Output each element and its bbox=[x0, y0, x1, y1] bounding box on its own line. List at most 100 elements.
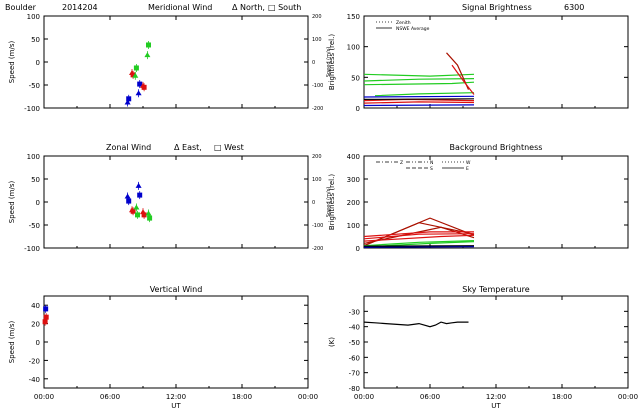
y-tick-label: -20 bbox=[29, 357, 40, 365]
y-right-tick-label: 0 bbox=[312, 200, 315, 206]
x-tick-label: 00:00 bbox=[354, 393, 374, 401]
y-tick-label: -50 bbox=[349, 339, 360, 347]
y-tick-label: 50 bbox=[351, 74, 360, 82]
legend-label: W bbox=[466, 160, 471, 166]
legend-label: Z bbox=[400, 160, 403, 166]
x-tick-label: 00:00 bbox=[298, 393, 318, 401]
legend-label: Zenith bbox=[396, 20, 411, 26]
series-line bbox=[363, 234, 475, 242]
x-tick-label: 18:00 bbox=[232, 393, 252, 401]
y-right-tick-label: -200 bbox=[312, 106, 323, 112]
y-tick-label: 100 bbox=[347, 222, 360, 230]
legend-label: E bbox=[466, 166, 469, 172]
series-line bbox=[363, 231, 474, 238]
y-tick-label: -80 bbox=[349, 385, 360, 393]
series-line bbox=[363, 104, 475, 107]
y-axis-label: (K) bbox=[328, 337, 336, 347]
y-tick-label: -50 bbox=[29, 222, 40, 230]
series-line bbox=[363, 81, 475, 86]
y-tick-label: -40 bbox=[29, 376, 40, 384]
y-tick-label: 0 bbox=[356, 245, 360, 253]
series-line bbox=[363, 233, 475, 240]
y-tick-label: 0 bbox=[36, 59, 40, 67]
legend-north: Δ North, bbox=[232, 3, 265, 12]
series-line bbox=[363, 246, 475, 248]
y-tick-label: 300 bbox=[347, 176, 360, 184]
y-tick-label: -100 bbox=[24, 245, 40, 253]
x-tick-label: 06:00 bbox=[100, 393, 120, 401]
date-label: 2014204 bbox=[62, 3, 98, 12]
y-tick-label: -70 bbox=[349, 370, 360, 378]
y-tick-label: 200 bbox=[347, 199, 360, 207]
y-tick-label: 100 bbox=[27, 153, 40, 161]
emission-line-label: 6300 bbox=[564, 3, 584, 12]
series-line bbox=[363, 240, 475, 247]
panel-skytemp: -30 -40 -50 -60 -70 -80 (K) 00:00 06:00 12:00 18:0… bbox=[328, 285, 638, 410]
y-axis-label: Brightness (rel.) bbox=[328, 174, 336, 230]
chart-title: Signal Brightness bbox=[462, 3, 532, 12]
y-tick-label: 0 bbox=[356, 105, 360, 113]
y-tick-label: 40 bbox=[31, 302, 40, 310]
y-right-axis-label: Speed (m/s) bbox=[326, 47, 332, 77]
y-tick-label: -60 bbox=[349, 354, 360, 362]
panel-vertical: 40 20 0 -20 -40 Speed (m/s) 00:00 06:00 12:00 18:… bbox=[8, 285, 318, 410]
chart-title: Zonal Wind bbox=[106, 143, 151, 152]
y-right-tick-label: 100 bbox=[312, 177, 322, 183]
legend-south: □ South bbox=[268, 3, 301, 12]
series-line bbox=[363, 101, 475, 104]
y-tick-label: 100 bbox=[347, 44, 360, 52]
legend-west: □ West bbox=[214, 143, 244, 152]
y-tick-label: -100 bbox=[24, 105, 40, 113]
legend-label: S bbox=[430, 166, 433, 172]
series-line bbox=[363, 321, 469, 328]
y-tick-label: -50 bbox=[29, 82, 40, 90]
series-line bbox=[374, 92, 475, 97]
x-tick-label: 00:00 bbox=[34, 393, 54, 401]
series-line bbox=[363, 245, 475, 247]
plot-frame bbox=[43, 295, 309, 389]
y-tick-label: 400 bbox=[347, 153, 360, 161]
panel-background: 400 300 200 100 0 Brightness (rel.) Background… bbox=[328, 143, 629, 253]
plot-frame bbox=[43, 15, 309, 109]
y-axis-label: Speed (m/s) bbox=[8, 181, 16, 224]
x-tick-label: 12:00 bbox=[166, 393, 186, 401]
x-tick-label: 12:00 bbox=[486, 393, 506, 401]
series-line bbox=[363, 73, 475, 77]
y-tick-label: -40 bbox=[349, 324, 360, 332]
plot-frame bbox=[363, 295, 629, 389]
chart-title: Sky Temperature bbox=[462, 285, 529, 294]
series-line bbox=[363, 95, 475, 98]
y-right-tick-label: 200 bbox=[312, 14, 322, 20]
x-axis-label: UT bbox=[171, 402, 181, 410]
y-axis-label: Brightness (rel.) bbox=[328, 34, 336, 90]
chart-title: Meridional Wind bbox=[148, 3, 212, 12]
y-tick-label: 0 bbox=[36, 199, 40, 207]
y-right-tick-label: -100 bbox=[312, 223, 323, 229]
series-line bbox=[446, 52, 470, 90]
y-right-tick-label: 0 bbox=[312, 60, 315, 66]
legend-label: N bbox=[430, 160, 433, 166]
plot-frame bbox=[43, 155, 309, 249]
series-line bbox=[363, 98, 475, 100]
y-axis-label: Speed (m/s) bbox=[8, 321, 16, 364]
x-tick-label: 18:00 bbox=[552, 393, 572, 401]
y-right-axis-label: Speed (m/s) bbox=[326, 187, 332, 217]
y-right-tick-label: 100 bbox=[312, 37, 322, 43]
series-line bbox=[451, 64, 475, 95]
y-tick-label: 50 bbox=[31, 36, 40, 44]
y-tick-label: -30 bbox=[349, 308, 360, 316]
series-line bbox=[363, 222, 475, 247]
y-right-tick-label: 200 bbox=[312, 154, 322, 160]
panel-signal: 150 100 50 0 Brightness (rel.) Signal Brightn… bbox=[328, 3, 629, 113]
legend-label: NSWE Average bbox=[396, 26, 430, 32]
x-tick-label: 06:00 bbox=[420, 393, 440, 401]
station-label: Boulder bbox=[5, 3, 37, 12]
y-tick-label: 0 bbox=[36, 339, 40, 347]
y-right-tick-label: -200 bbox=[312, 246, 323, 252]
y-tick-label: 100 bbox=[27, 13, 40, 21]
x-axis-label: UT bbox=[491, 402, 501, 410]
x-tick-label: 00:00 bbox=[618, 393, 638, 401]
